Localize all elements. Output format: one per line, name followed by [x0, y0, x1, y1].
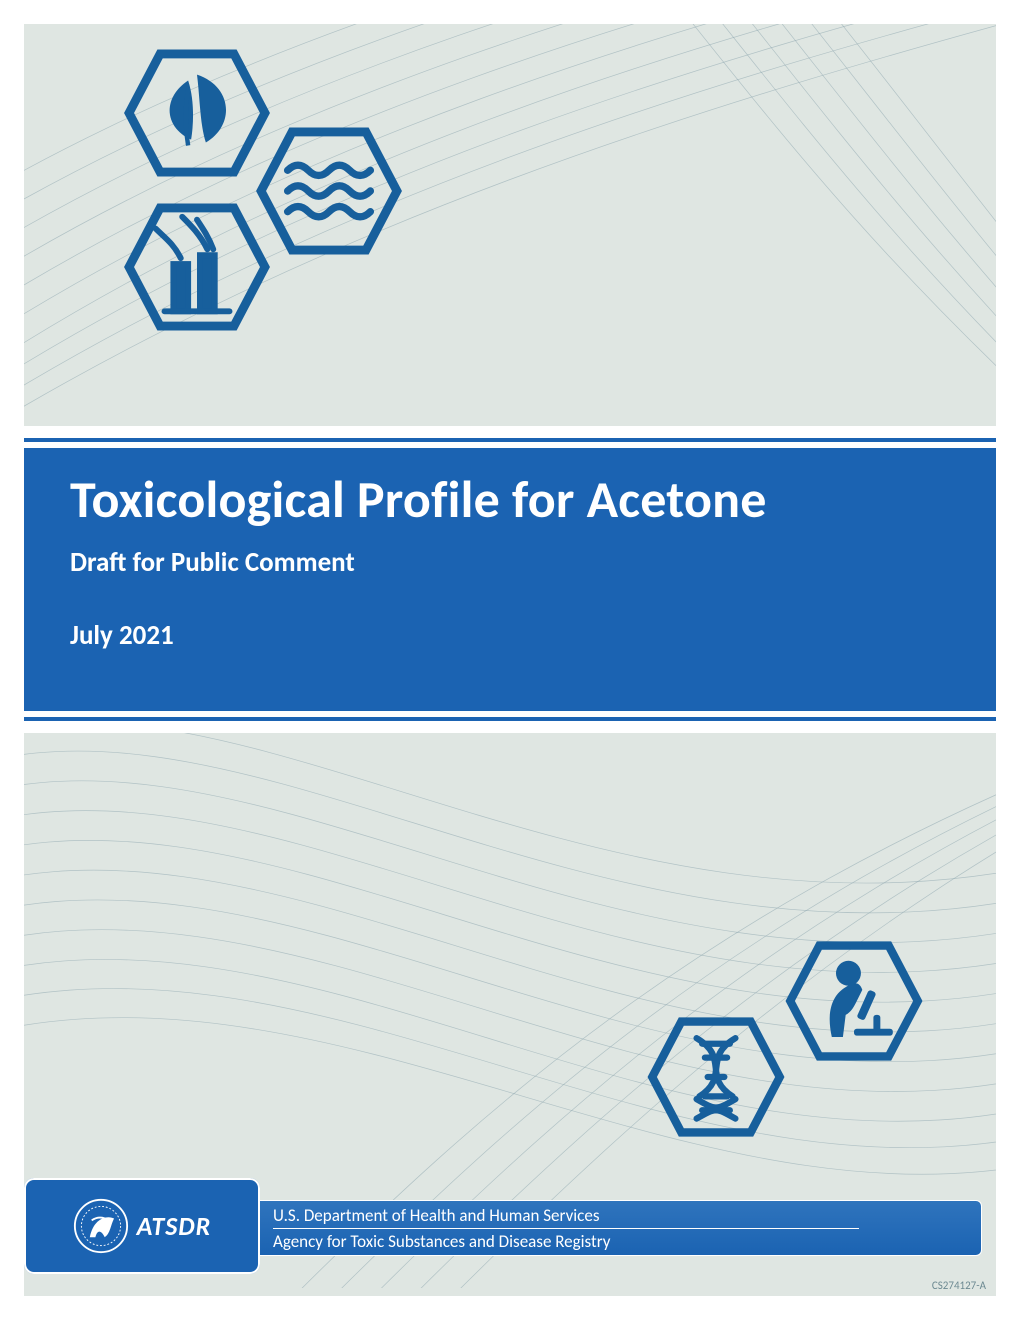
atsdr-logotype: ATSDR: [137, 1210, 212, 1242]
document-title: Toxicological Profile for Acetone: [70, 470, 950, 528]
department-name: U.S. Department of Health and Human Serv…: [273, 1205, 859, 1229]
agency-name: Agency for Toxic Substances and Disease …: [273, 1229, 981, 1252]
atsdr-logo: ATSDR: [24, 1178, 260, 1274]
bottom-background-panel: U.S. Department of Health and Human Serv…: [24, 727, 996, 1296]
document-date: July 2021: [70, 619, 950, 652]
hex-smokestack: [122, 202, 272, 332]
dna-icon: [697, 1035, 736, 1124]
hex-leaf: [122, 48, 272, 178]
title-band: Toxicological Profile for Acetone Draft …: [24, 438, 996, 721]
waves-icon: [288, 165, 371, 217]
smokestack-icon: [156, 217, 230, 312]
hex-dna: [646, 1016, 786, 1138]
document-number: CS274127-A: [932, 1279, 986, 1292]
hex-water: [254, 126, 404, 256]
footer: U.S. Department of Health and Human Serv…: [24, 1184, 996, 1268]
microscope-person-icon: [830, 961, 893, 1037]
hex-microscope: [784, 940, 924, 1062]
leaf-icon: [170, 75, 226, 146]
hhs-seal-icon: [73, 1198, 129, 1254]
top-background-panel: [24, 24, 996, 432]
agency-bar: U.S. Department of Health and Human Serv…: [244, 1200, 982, 1256]
document-subtitle: Draft for Public Comment: [70, 546, 950, 579]
document-cover: Toxicological Profile for Acetone Draft …: [0, 0, 1020, 1320]
